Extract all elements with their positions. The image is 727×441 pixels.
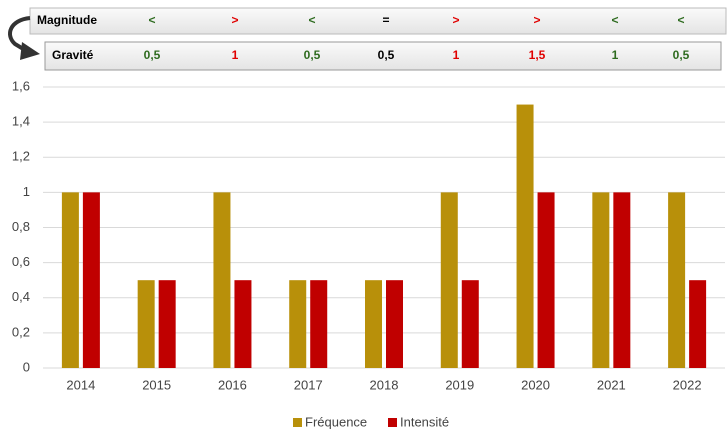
x-tick-label: 2021 [597, 377, 626, 392]
y-tick-label: 0,6 [12, 254, 30, 269]
magnitude-cell: > [533, 13, 540, 27]
magnitude-row [29, 7, 727, 35]
bar [234, 280, 252, 368]
y-tick-label: 1 [23, 184, 30, 199]
y-tick-label: 1,6 [12, 78, 30, 93]
x-tick-label: 2017 [294, 377, 323, 392]
magnitude-cell: < [308, 13, 315, 27]
magnitude-cell: = [382, 13, 389, 27]
bar [213, 192, 231, 368]
gravite-cell: 1,5 [529, 48, 546, 62]
y-tick-label: 0 [23, 359, 30, 374]
x-tick-label: 2015 [142, 377, 171, 392]
bar [82, 192, 100, 368]
bar [592, 192, 610, 368]
gravite-cell: 0,5 [673, 48, 690, 62]
gravite-cell: 1 [612, 48, 619, 62]
legend-label: Intensité [400, 414, 449, 429]
gravite-row [44, 41, 722, 71]
x-tick-label: 2016 [218, 377, 247, 392]
magnitude-label: Magnitude [37, 13, 97, 27]
x-tick-label: 2018 [370, 377, 399, 392]
bar [310, 280, 328, 368]
gravite-cell: 1 [232, 48, 239, 62]
bar [137, 280, 155, 368]
gravite-cell: 0,5 [304, 48, 321, 62]
arrow-head [20, 42, 40, 60]
magnitude-cell: > [452, 13, 459, 27]
legend-swatch [388, 418, 397, 427]
curved-arrow [8, 16, 31, 52]
bar [461, 280, 479, 368]
y-tick-label: 0,8 [12, 219, 30, 234]
bar [440, 192, 458, 368]
x-tick-label: 2019 [445, 377, 474, 392]
gravite-cell: 1 [453, 48, 460, 62]
magnitude-cell: < [148, 13, 155, 27]
y-tick-label: 0,4 [12, 289, 30, 304]
bar [158, 280, 176, 368]
magnitude-cell: > [231, 13, 238, 27]
x-tick-label: 2022 [673, 377, 702, 392]
bar [365, 280, 382, 368]
bar [613, 192, 631, 368]
y-tick-label: 1,2 [12, 149, 30, 164]
bar [61, 192, 79, 368]
bar [386, 280, 403, 368]
gravite-cell: 0,5 [378, 48, 395, 62]
legend-label: Fréquence [305, 414, 367, 429]
y-tick-label: 0,2 [12, 324, 30, 339]
gravite-label: Gravité [52, 48, 94, 62]
x-tick-label: 2020 [521, 377, 550, 392]
gravite-cell: 0,5 [144, 48, 161, 62]
bar [668, 192, 686, 368]
x-tick-label: 2014 [66, 377, 95, 392]
magnitude-cell: < [677, 13, 684, 27]
bar [689, 280, 707, 368]
bar [537, 192, 555, 368]
legend-swatch [293, 418, 302, 427]
y-tick-label: 1,4 [12, 114, 30, 129]
magnitude-cell: < [611, 13, 618, 27]
bar [516, 104, 534, 368]
bar [289, 280, 307, 368]
